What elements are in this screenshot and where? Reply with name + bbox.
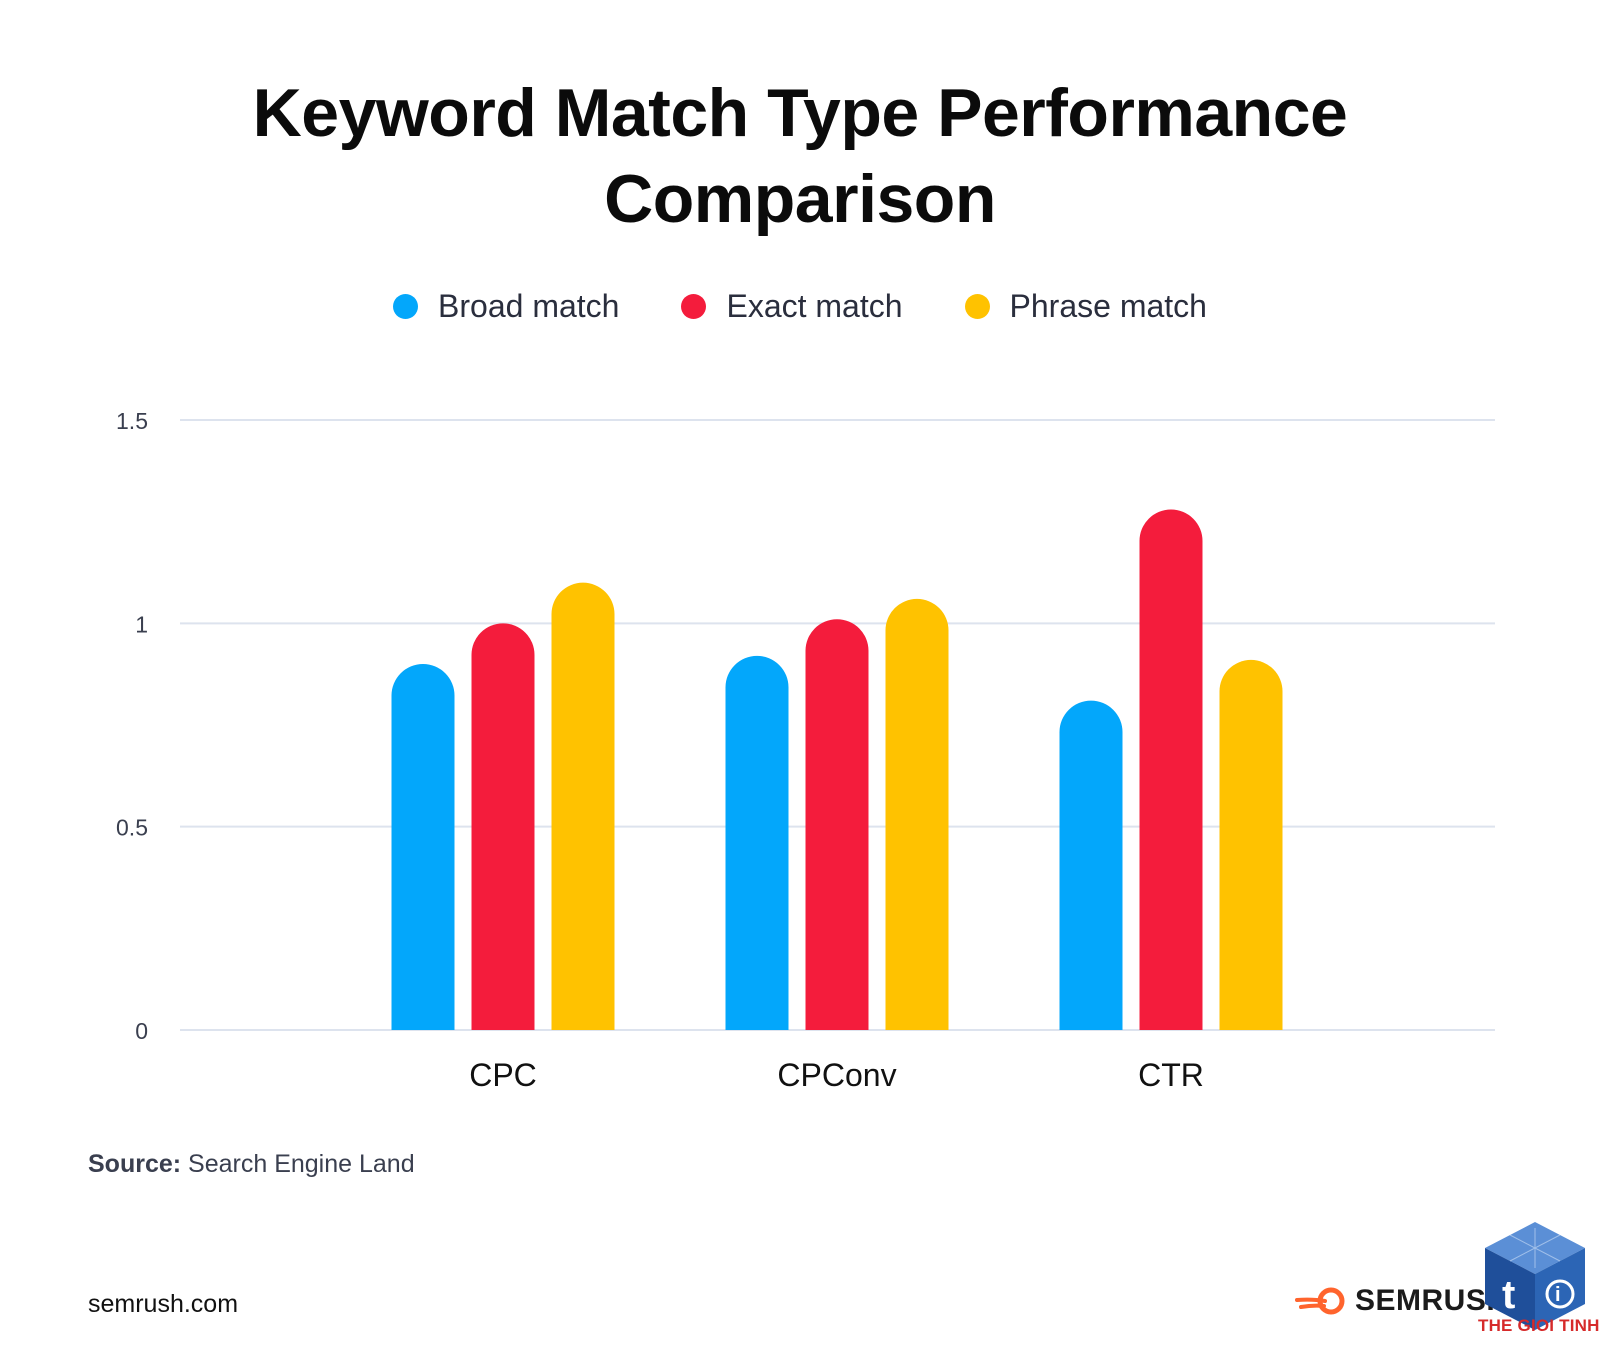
y-tick-label: 0.5 (116, 815, 148, 841)
watermark-text: THE GIOI TINHOC (1478, 1316, 1600, 1335)
cube-logo-icon: t i (1485, 1222, 1585, 1330)
legend-item-0: Broad match (393, 288, 619, 325)
legend-swatch (681, 294, 707, 319)
legend-label: Broad match (438, 288, 620, 324)
bar-cpc-0 (391, 664, 455, 1030)
chart-title-line-2: Comparison (604, 161, 996, 237)
chart-legend: Broad match Exact match Phrase match (0, 288, 1600, 325)
legend-item-2: Phrase match (964, 288, 1207, 325)
chart-title-line-1: Keyword Match Type Performance (252, 75, 1348, 151)
bar-cpconv-1 (805, 619, 869, 1030)
semrush-logo: SEMRUSH (1295, 1284, 1509, 1318)
x-tick-label: CPConv (777, 1057, 896, 1093)
legend-label: Exact match (726, 288, 903, 324)
source-note: Source: Search Engine Land (88, 1150, 415, 1179)
semrush-brand-text: SEMRUSH (1355, 1284, 1509, 1317)
y-tick-label: 1.5 (116, 408, 148, 434)
svg-text:t: t (1502, 1273, 1515, 1317)
x-tick-label: CTR (1138, 1057, 1204, 1093)
legend-swatch (964, 294, 990, 319)
source-label: Source: (88, 1150, 182, 1178)
bar-ctr-0 (1059, 700, 1123, 1030)
legend-label: Phrase match (1009, 288, 1207, 324)
chart-title: Keyword Match Type Performance Compariso… (0, 70, 1600, 242)
svg-text:i: i (1555, 1284, 1561, 1306)
legend-swatch (393, 294, 419, 319)
bar-cpc-1 (471, 623, 535, 1030)
bar-ctr-1 (1139, 509, 1203, 1030)
bar-ctr-2 (1219, 659, 1283, 1030)
bar-cpconv-0 (725, 655, 789, 1030)
semrush-flame-icon (1295, 1287, 1345, 1315)
bar-chart: 0 0.5 1 1.5 CPC CPConv CTR (116, 408, 1495, 1093)
source-value: Search Engine Land (188, 1150, 415, 1178)
legend-item-1: Exact match (681, 288, 903, 325)
bar-cpc-2 (551, 582, 615, 1030)
y-tick-label: 0 (135, 1018, 148, 1044)
x-tick-label: CPC (469, 1057, 537, 1093)
bar-cpconv-2 (885, 598, 949, 1030)
y-tick-label: 1 (135, 611, 148, 637)
footer-url: semrush.com (88, 1290, 239, 1318)
